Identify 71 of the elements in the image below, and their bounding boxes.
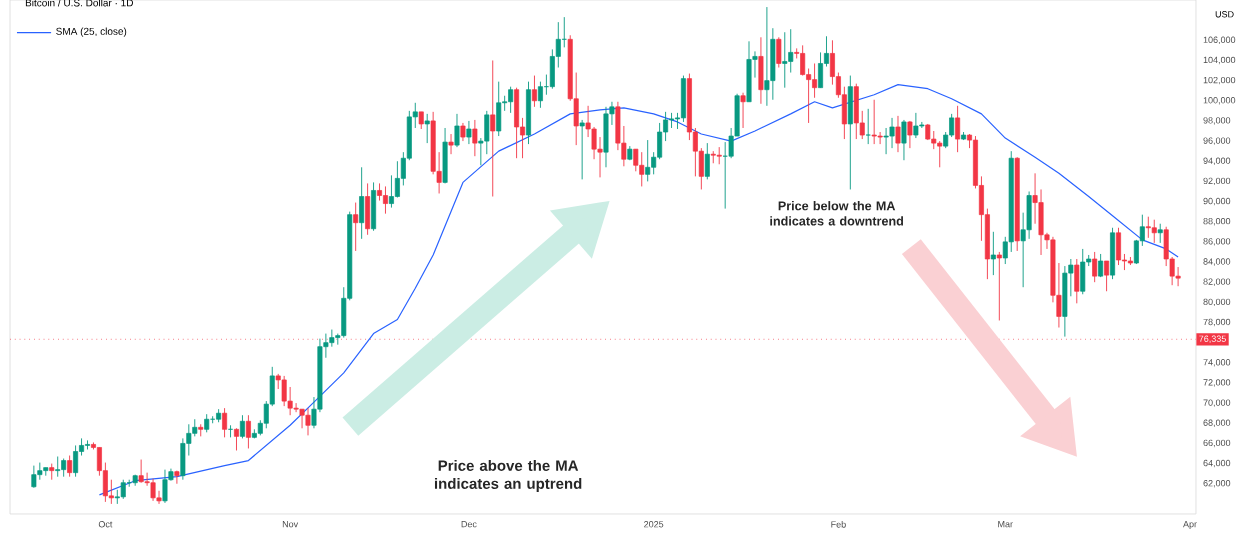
candlestick <box>222 407 228 438</box>
candlestick <box>466 120 472 145</box>
candlestick <box>162 469 168 504</box>
candlestick <box>1157 223 1163 244</box>
candlestick <box>234 427 239 451</box>
candlestick <box>1074 258 1080 304</box>
candlestick <box>746 40 752 103</box>
candlestick <box>138 459 144 484</box>
candlestick <box>537 81 543 109</box>
candlestick <box>281 375 287 407</box>
candlestick <box>382 185 388 215</box>
candlestick <box>239 414 245 439</box>
candlestick <box>305 407 311 436</box>
candlestick <box>531 75 537 108</box>
candlestick <box>496 81 502 137</box>
candlestick <box>1145 216 1151 239</box>
candlestick <box>245 414 251 449</box>
candlestick <box>764 6 770 107</box>
line-series <box>98 84 1179 496</box>
candlestick <box>645 139 651 182</box>
candlestick <box>55 456 61 478</box>
candlestick <box>1116 227 1121 266</box>
candlestick <box>889 117 895 149</box>
candlestick <box>740 92 746 129</box>
candlestick <box>955 105 961 153</box>
candlestick <box>371 181 377 232</box>
candlestick <box>853 83 859 140</box>
candlestick <box>472 119 478 157</box>
candlestick <box>299 408 305 429</box>
candlestick <box>460 122 466 142</box>
candlestick <box>1110 227 1116 280</box>
candlestick <box>710 150 716 164</box>
candlestick <box>603 106 609 168</box>
candlestick <box>204 413 210 433</box>
candlestick <box>61 458 67 478</box>
candlestick <box>901 119 907 161</box>
candlestick <box>490 60 496 197</box>
candlestick <box>1080 248 1086 295</box>
candlestick <box>359 166 365 240</box>
candlestick <box>31 465 37 489</box>
candlestick <box>782 31 788 89</box>
candlestick <box>1104 260 1110 292</box>
candlestick <box>448 133 454 155</box>
candlestick <box>454 113 460 148</box>
candlestick <box>73 444 79 478</box>
candlestick <box>871 99 877 145</box>
candlestick <box>353 202 359 252</box>
candlestick <box>174 470 180 485</box>
candlestick <box>120 479 126 500</box>
candlestick <box>907 120 913 149</box>
candlestick <box>365 182 371 236</box>
candlestick <box>776 36 782 68</box>
candlestick <box>639 151 645 187</box>
candlestick <box>1092 251 1098 283</box>
candlestick <box>1151 219 1157 244</box>
candlestick <box>424 113 430 144</box>
candlestick <box>716 146 722 165</box>
candlestick <box>67 455 73 478</box>
candlestick <box>579 119 585 180</box>
candlestick <box>895 115 901 153</box>
candlestick <box>680 75 686 123</box>
candlestick <box>865 108 871 145</box>
candlestick <box>526 81 531 145</box>
candlestick <box>150 478 156 502</box>
candlestick <box>442 127 448 184</box>
candlestick <box>514 87 520 159</box>
candlestick <box>758 36 764 105</box>
candlestick <box>508 86 514 114</box>
candlestick <box>704 142 710 180</box>
candlestick <box>847 75 853 190</box>
candlestick <box>913 112 919 139</box>
